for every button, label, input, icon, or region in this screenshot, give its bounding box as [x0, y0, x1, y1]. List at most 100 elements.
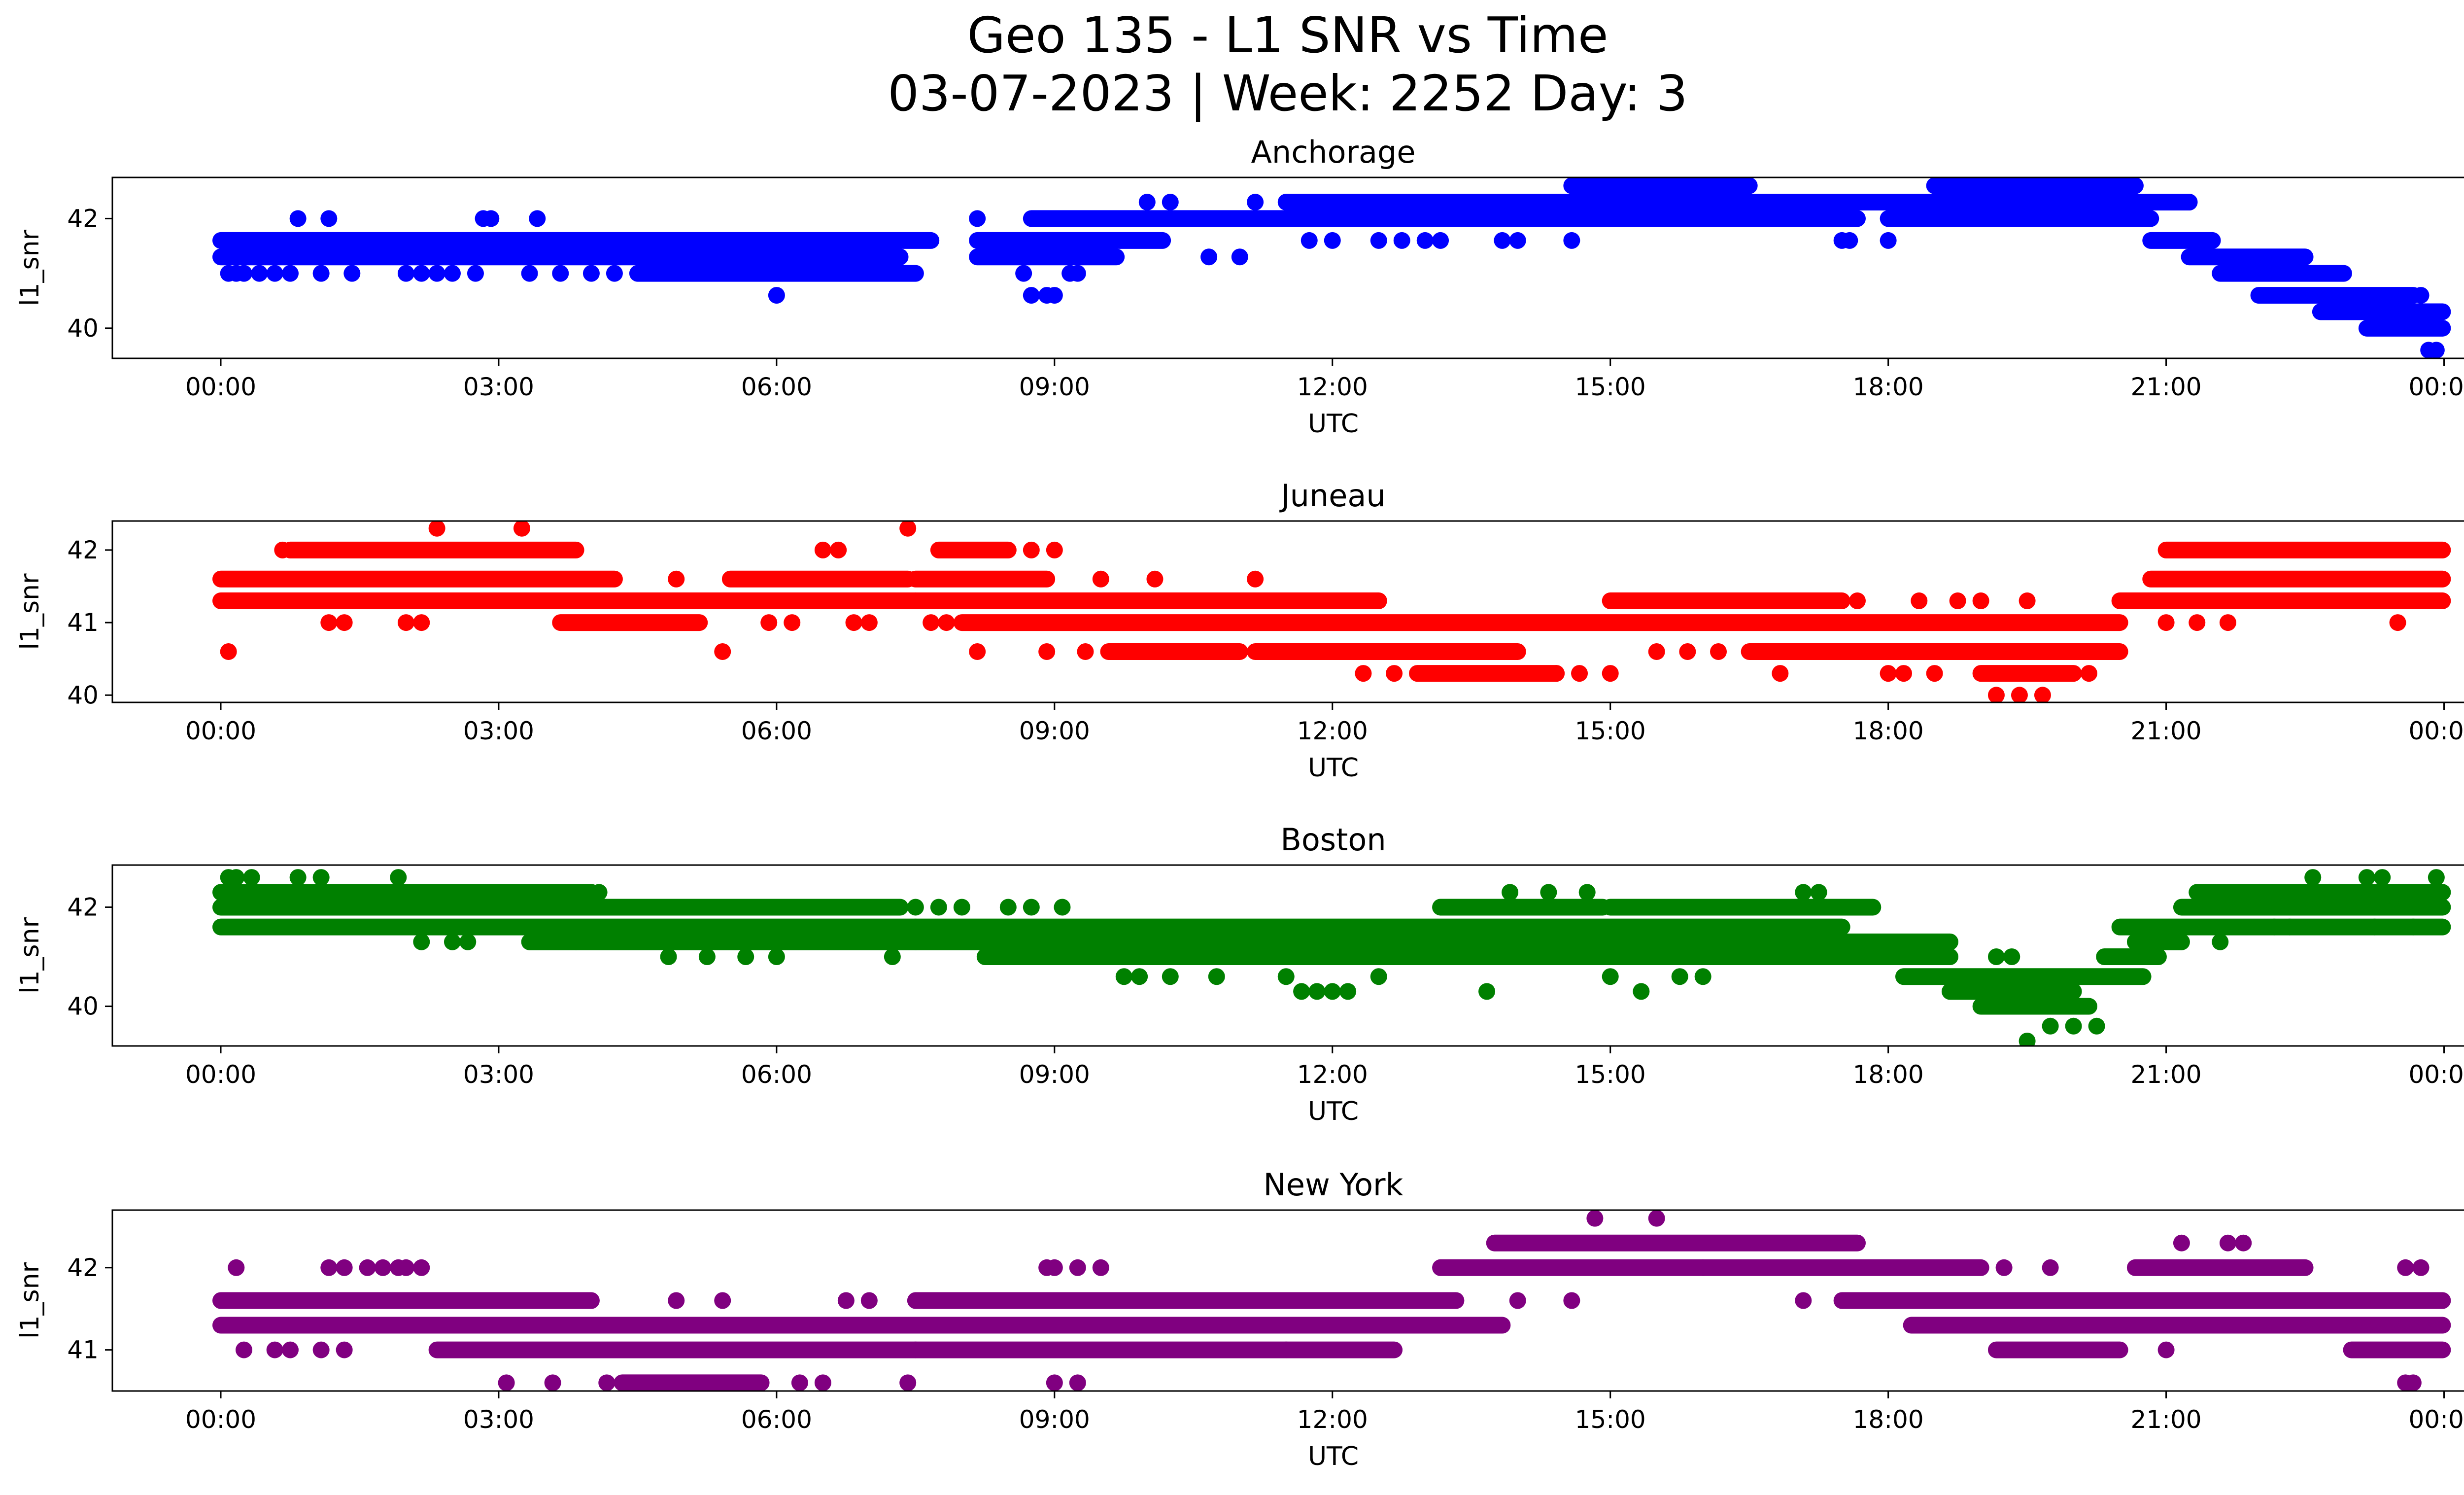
- scatter-point-35: [2042, 1259, 2059, 1276]
- scatter-point-30: [1571, 665, 1588, 682]
- scatter-point-43: [1987, 687, 2005, 702]
- x-tick-label: 12:00: [1297, 1060, 1368, 1089]
- scatter-point-11: [413, 265, 430, 282]
- scatter-point-29: [1069, 265, 1086, 282]
- x-tick-label: 03:00: [463, 717, 534, 745]
- scatter-point-31: [1602, 665, 1619, 682]
- scatter-point-10: [590, 884, 608, 901]
- x-tick-label: 03:00: [463, 373, 534, 401]
- scatter-point-43: [2042, 1017, 2059, 1035]
- scatter-series: [212, 869, 2451, 1046]
- scatter-point-29: [1324, 983, 1341, 1000]
- scatter-point-10: [760, 614, 778, 631]
- scatter-point-45: [2034, 687, 2051, 702]
- scatter-point-4: [397, 614, 414, 631]
- scatter-point-54: [2428, 869, 2445, 886]
- y-tick-label: 40: [67, 992, 99, 1021]
- scatter-point-20: [837, 1292, 855, 1309]
- figure-title-line2: 03-07-2023 | Week: 2252 Day: 3: [888, 65, 1688, 122]
- axes-frame: [111, 176, 2464, 359]
- scatter-point-10: [413, 1259, 430, 1276]
- scatter-point-33: [1324, 232, 1341, 249]
- scatter-point-12: [336, 1341, 353, 1358]
- x-tick-label: 21:00: [2131, 1405, 2202, 1434]
- x-tick-label: 12:00: [1297, 1405, 1368, 1434]
- scatter-point-7: [444, 933, 461, 950]
- scatter-point-47: [2080, 665, 2097, 682]
- scatter-point-35: [1772, 665, 1789, 682]
- panel-boston: 00:00 03:00 06:00 09:00 12:00 15:00 18:00 21:00…: [15, 822, 2464, 1126]
- scatter-point-16: [899, 521, 917, 537]
- x-tick-label: 15:00: [1575, 1060, 1646, 1089]
- scatter-point-32: [1648, 643, 1665, 660]
- scatter-point-47: [2003, 948, 2020, 966]
- scatter-point-22: [1092, 570, 1109, 588]
- scatter-point-26: [1277, 968, 1295, 985]
- y-tick-label: 41: [67, 608, 99, 637]
- scatter-point-3: [251, 265, 268, 282]
- scatter-point-36: [1416, 232, 1434, 249]
- scatter-point-43: [1880, 232, 1897, 249]
- scatter-point-37: [2173, 1234, 2190, 1252]
- scatter-point-44: [2065, 1017, 2082, 1035]
- scatter-point-20: [1023, 541, 1040, 558]
- scatter-point-38: [1494, 232, 1511, 249]
- scatter-point-55: [2366, 918, 2383, 936]
- scatter-point-31: [1370, 968, 1387, 985]
- axes-frame: [111, 520, 2464, 703]
- scatter-point-30: [1563, 1292, 1580, 1309]
- scatter-point-6: [359, 1259, 376, 1276]
- x-tick-label: 15:00: [1575, 717, 1646, 745]
- y-tick-label: 42: [67, 893, 99, 921]
- x-tick-label: 03:00: [463, 1405, 534, 1434]
- scatter-point-12: [814, 541, 831, 558]
- y-axis-label: l1_snr: [15, 573, 45, 650]
- panel-juneau: 00:00 03:00 06:00 09:00 12:00 15:00 18:00 21:00…: [15, 478, 2464, 783]
- scatter-point-5: [413, 614, 430, 631]
- scatter-point-53: [2374, 869, 2391, 886]
- x-tick-label: 00:00: [185, 1405, 256, 1434]
- scatter-point-11: [312, 1341, 330, 1358]
- scatter-point-38: [1671, 968, 1688, 985]
- scatter-point-8: [668, 570, 685, 588]
- scatter-point-34: [1710, 643, 1727, 660]
- scatter-point-10: [397, 265, 414, 282]
- x-tick-label: 06:00: [741, 1405, 812, 1434]
- scatter-point-40: [1563, 232, 1580, 249]
- scatter-point-5: [336, 1259, 353, 1276]
- x-axis-label: UTC: [1308, 1097, 1359, 1126]
- scatter-point-41: [1810, 884, 1827, 901]
- subplot-title: New York: [1264, 1167, 1403, 1203]
- scatter-point-17: [529, 210, 546, 227]
- scatter-point-28: [1069, 1374, 1086, 1391]
- y-tick-label: 42: [67, 1253, 99, 1282]
- y-axis-label: l1_snr: [15, 1262, 45, 1339]
- scatter-point-35: [1578, 884, 1596, 901]
- scatter-point-13: [737, 948, 754, 966]
- scatter-point-14: [467, 265, 484, 282]
- subplot-title: Anchorage: [1251, 134, 1415, 170]
- x-tick-label: 09:00: [1019, 373, 1090, 401]
- scatter-point-18: [953, 899, 970, 916]
- scatter-point-36: [1848, 592, 1866, 609]
- x-tick-label: 15:00: [1575, 1405, 1646, 1434]
- scatter-point-1: [274, 541, 291, 558]
- scatter-point-51: [2389, 614, 2406, 631]
- scatter-point-9: [714, 643, 731, 660]
- x-tick-label: 06:00: [741, 717, 812, 745]
- x-tick-label: 18:00: [1853, 1060, 1924, 1089]
- scatter-point-21: [860, 1292, 878, 1309]
- scatter-point-30: [1200, 248, 1218, 266]
- scatter-point-24: [1046, 1259, 1063, 1276]
- x-tick-label: 00:00: [2408, 1405, 2464, 1434]
- scatter-point-7: [312, 265, 330, 282]
- scatter-point-6: [428, 521, 445, 537]
- scatter-point-25: [1146, 570, 1164, 588]
- scatter-point-46: [1987, 948, 2005, 966]
- scatter-point-13: [444, 265, 461, 282]
- scatter-point-26: [1046, 287, 1063, 304]
- scatter-point-2: [266, 1341, 283, 1358]
- x-tick-label: 09:00: [1019, 1060, 1090, 1089]
- scatter-point-34: [1370, 232, 1387, 249]
